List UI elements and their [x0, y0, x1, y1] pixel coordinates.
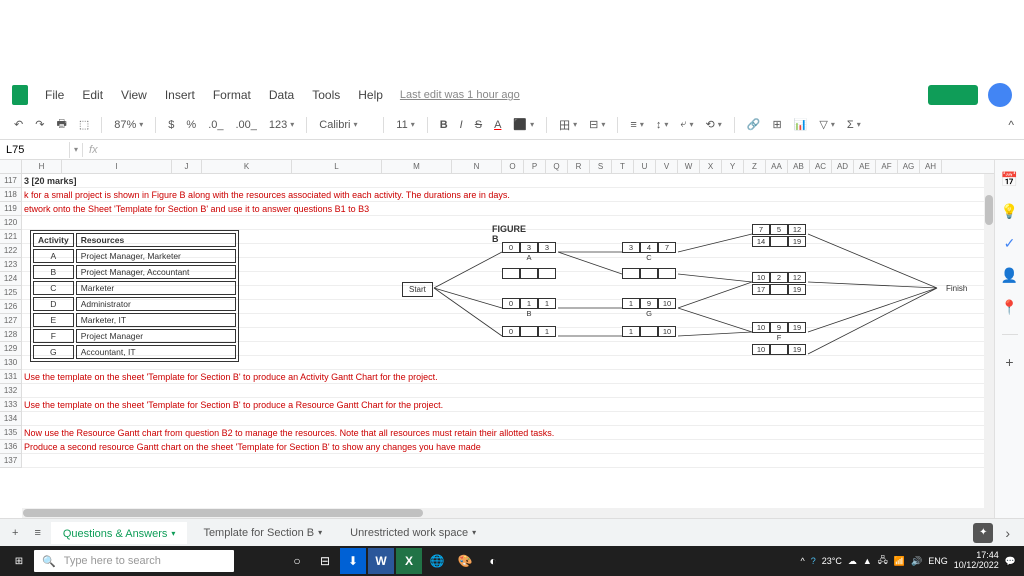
maps-icon[interactable]: 📍 [1001, 298, 1019, 316]
task-app1[interactable]: ⬇ [340, 548, 366, 574]
scrollbar-horizontal[interactable] [22, 508, 984, 518]
bold-button[interactable]: B [436, 117, 452, 133]
avatar[interactable] [988, 83, 1012, 107]
menubar: File Edit View Insert Format Data Tools … [0, 80, 1024, 110]
taskbar: ⊞ 🔍Type here to search ○ ⊟ ⬇ W X 🌐 🎨 ◐ ^… [0, 546, 1024, 576]
zoom-select[interactable]: 87% [110, 117, 147, 133]
link-icon[interactable]: 🔗 [743, 116, 765, 133]
start-button[interactable]: ⊞ [4, 546, 34, 576]
size-select[interactable]: 11 [392, 117, 418, 133]
tray-onedrive[interactable]: ▲ [863, 556, 872, 566]
task-word[interactable]: W [368, 548, 394, 574]
keep-icon[interactable]: 💡 [1001, 202, 1019, 220]
th-activity: Activity [33, 233, 74, 247]
dec0-icon[interactable]: .0_ [204, 117, 227, 133]
toolbar: ↶ ↷ 🖶 ⬚ 87% $ % .0_ .00_ 123 Calibri 11 … [0, 110, 1024, 140]
sigma-icon[interactable]: Σ [843, 117, 865, 133]
menu-insert[interactable]: Insert [158, 84, 202, 106]
task-taskview[interactable]: ⊟ [312, 548, 338, 574]
search-box[interactable]: 🔍Type here to search [34, 550, 234, 572]
col-headers[interactable]: HIJKLMNOPQRSTUVWXYZAAABACADAEAFAGAH [0, 160, 994, 174]
paint-icon[interactable]: ⬚ [75, 116, 93, 133]
strike-button[interactable]: S [471, 117, 486, 133]
cells[interactable]: ActivityResources AProject Manager, Mark… [22, 174, 994, 518]
tab-unrestricted[interactable]: Unrestricted work space▾ [338, 523, 488, 543]
scrollbar-vertical[interactable] [984, 174, 994, 518]
sheet-tabs: + ≡ Questions & Answers▾ Template for Se… [0, 518, 1024, 546]
borders-icon[interactable]: 田 [555, 115, 581, 135]
task-app2[interactable]: ◐ [480, 548, 506, 574]
task-chrome[interactable]: 🌐 [424, 548, 450, 574]
merge-icon[interactable]: ⊟ [585, 116, 609, 133]
menu-format[interactable]: Format [206, 84, 258, 106]
tray-lang[interactable]: ENG [928, 556, 948, 566]
tray-notify[interactable]: 💬 [1005, 556, 1016, 567]
add-sheet[interactable]: + [6, 523, 24, 543]
menu-view[interactable]: View [114, 84, 154, 106]
contacts-icon[interactable]: 👤 [1001, 266, 1019, 284]
grid[interactable]: HIJKLMNOPQRSTUVWXYZAAABACADAEAFAGAH 1171… [0, 160, 994, 518]
all-sheets[interactable]: ≡ [28, 523, 46, 543]
tray-clock[interactable]: 17:44 10/12/2022 [954, 551, 999, 571]
task-cortana[interactable]: ○ [284, 548, 310, 574]
italic-button[interactable]: I [456, 117, 467, 133]
print-icon[interactable]: 🖶 [52, 113, 70, 136]
valign-icon[interactable]: ↕ [652, 117, 673, 133]
menu-edit[interactable]: Edit [75, 84, 110, 106]
rotate-icon[interactable]: ⟲ [702, 116, 726, 133]
explore-button[interactable]: ✦ [973, 523, 993, 543]
menu-file[interactable]: File [38, 84, 71, 106]
collapse-toolbar[interactable]: ^ [1008, 118, 1014, 132]
menu-help[interactable]: Help [351, 84, 390, 106]
font-select[interactable]: Calibri [315, 117, 375, 133]
top-blank [0, 0, 1024, 80]
filter-icon[interactable]: ▽ [815, 116, 838, 133]
name-dd[interactable]: ▾ [70, 145, 82, 154]
network-lines [372, 224, 994, 384]
task-excel[interactable]: X [396, 548, 422, 574]
tray-caret[interactable]: ^ [800, 556, 804, 566]
formula-bar: L75 ▾ fx [0, 140, 1024, 160]
percent-icon[interactable]: % [182, 117, 200, 133]
sheets-icon[interactable] [12, 85, 28, 105]
menu-data[interactable]: Data [262, 84, 301, 106]
number-format[interactable]: 123 [265, 117, 298, 133]
menu-tools[interactable]: Tools [305, 84, 347, 106]
tasks-icon[interactable]: ✓ [1001, 234, 1019, 252]
share-button[interactable] [928, 85, 978, 105]
row-headers[interactable]: 1171181191201211221231241251261271281291… [0, 174, 22, 468]
comment-icon[interactable]: ⊞ [768, 116, 785, 133]
task-paint[interactable]: 🎨 [452, 548, 478, 574]
currency-icon[interactable]: $ [164, 117, 178, 133]
tray-net[interactable]: 🖧 [878, 553, 888, 569]
th-resources: Resources [76, 233, 236, 247]
halign-icon[interactable]: ≡ [626, 117, 647, 133]
redo-icon[interactable]: ↷ [31, 116, 48, 133]
tray-help[interactable]: ? [811, 556, 816, 566]
tab-qa[interactable]: Questions & Answers▾ [51, 522, 188, 544]
last-edit[interactable]: Last edit was 1 hour ago [400, 89, 520, 101]
tray-wifi[interactable]: 📶 [894, 556, 905, 567]
name-box[interactable]: L75 [0, 142, 70, 158]
tray-vol[interactable]: 🔊 [911, 556, 922, 567]
expand-side[interactable]: › [997, 525, 1018, 541]
wrap-icon[interactable]: ⤶ [676, 116, 697, 133]
tray-cloud[interactable]: ☁ [848, 556, 857, 567]
sheet-area: HIJKLMNOPQRSTUVWXYZAAABACADAEAFAGAH 1171… [0, 160, 1024, 518]
add-icon[interactable]: + [1001, 353, 1019, 371]
undo-icon[interactable]: ↶ [10, 116, 27, 133]
activity-table: ActivityResources AProject Manager, Mark… [30, 230, 239, 362]
fill-color[interactable]: ⬛ [509, 116, 538, 133]
calendar-icon[interactable]: 📅 [1001, 170, 1019, 188]
side-panel: 📅 💡 ✓ 👤 📍 + [994, 160, 1024, 518]
text-color[interactable]: A [490, 117, 505, 133]
fx-label: fx [83, 144, 104, 156]
tray-weather[interactable]: 23°C [822, 556, 842, 566]
tab-template[interactable]: Template for Section B▾ [191, 523, 334, 543]
dec00-icon[interactable]: .00_ [231, 117, 260, 133]
chart-icon[interactable]: 📊 [790, 116, 812, 133]
